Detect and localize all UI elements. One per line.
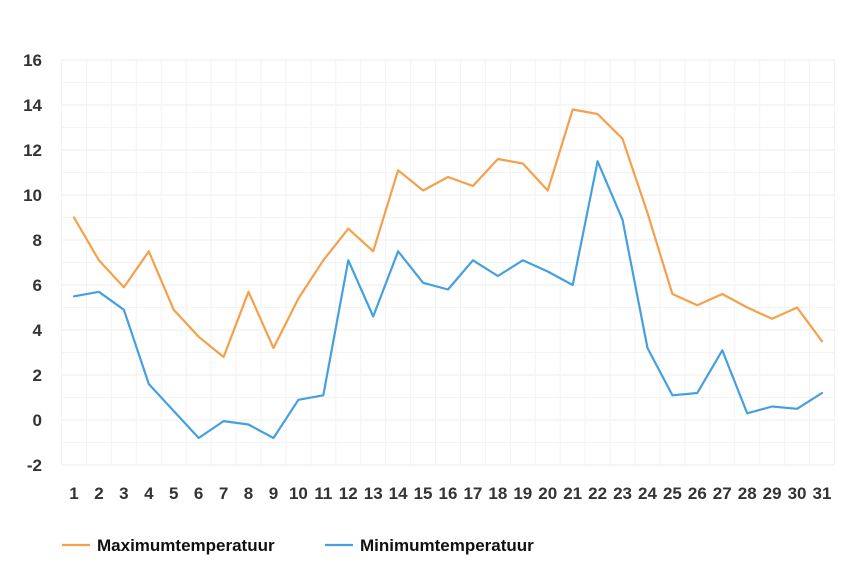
x-tick-label: 16 <box>439 484 458 503</box>
x-tick-label: 18 <box>488 484 507 503</box>
x-tick-label: 3 <box>119 484 128 503</box>
y-tick-label: 12 <box>23 141 42 160</box>
y-tick-label: 14 <box>23 96 42 115</box>
x-tick-label: 6 <box>194 484 203 503</box>
series-lines <box>72 108 824 440</box>
grid <box>61 59 835 466</box>
x-tick-label: 12 <box>339 484 358 503</box>
y-axis-ticks: 16 14 12 10 8 6 4 2 0 -2 <box>23 51 42 475</box>
x-tick-label: 9 <box>269 484 278 503</box>
x-tick-label: 31 <box>813 484 832 503</box>
x-tick-label: 20 <box>538 484 557 503</box>
legend: Maximumtemperatuur Minimumtemperatuur <box>62 536 534 555</box>
series-line-maximumtemperatuur <box>72 108 824 359</box>
x-tick-label: 26 <box>688 484 707 503</box>
x-tick-label: 1 <box>69 484 78 503</box>
x-tick-label: 19 <box>513 484 532 503</box>
x-tick-label: 15 <box>414 484 433 503</box>
x-tick-label: 4 <box>144 484 154 503</box>
x-tick-label: 2 <box>94 484 103 503</box>
x-tick-label: 13 <box>364 484 383 503</box>
y-tick-label: 0 <box>33 411 42 430</box>
x-tick-label: 8 <box>244 484 253 503</box>
x-tick-label: 7 <box>219 484 228 503</box>
series-line-minimumtemperatuur <box>72 160 824 440</box>
legend-label: Minimumtemperatuur <box>360 536 534 555</box>
x-tick-label: 24 <box>638 484 657 503</box>
legend-label: Maximumtemperatuur <box>97 536 275 555</box>
x-tick-label: 11 <box>314 484 332 503</box>
x-tick-label: 5 <box>169 484 178 503</box>
x-tick-label: 28 <box>738 484 757 503</box>
x-tick-label: 30 <box>788 484 807 503</box>
x-tick-label: 27 <box>713 484 732 503</box>
y-tick-label: -2 <box>27 456 42 475</box>
x-tick-label: 17 <box>463 484 482 503</box>
x-axis-ticks: 1 2 3 4 5 6 7 8 9 10 11 12 13 14 15 16 17 18 19 20 21 22 23 24 2… <box>69 484 831 503</box>
x-tick-label: 22 <box>588 484 607 503</box>
y-tick-label: 16 <box>23 51 42 70</box>
y-tick-label: 6 <box>33 276 42 295</box>
y-tick-label: 8 <box>33 231 42 250</box>
x-tick-label: 14 <box>389 484 408 503</box>
x-tick-label: 25 <box>663 484 682 503</box>
x-tick-label: 21 <box>563 484 582 503</box>
x-tick-label: 29 <box>763 484 782 503</box>
y-tick-label: 10 <box>23 186 42 205</box>
y-tick-label: 4 <box>33 321 43 340</box>
x-tick-label: 10 <box>289 484 308 503</box>
x-tick-label: 23 <box>613 484 632 503</box>
y-tick-label: 2 <box>33 366 42 385</box>
